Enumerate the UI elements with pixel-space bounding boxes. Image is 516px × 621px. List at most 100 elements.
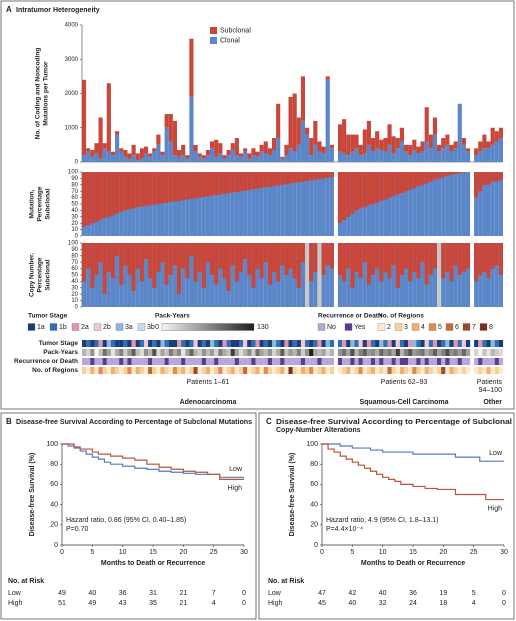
subclonal-share xyxy=(98,243,103,263)
track-cell xyxy=(176,349,182,356)
clonal-share xyxy=(420,243,425,307)
clonal-bar xyxy=(185,158,190,162)
track-cell xyxy=(457,340,462,347)
track-cell xyxy=(292,367,297,374)
clonal-share xyxy=(243,243,248,307)
subclonal-bar xyxy=(181,144,186,156)
track-cell xyxy=(453,349,458,356)
track-cell xyxy=(317,340,322,347)
track-cell xyxy=(168,349,173,356)
clonal-bar xyxy=(296,144,301,162)
survival-curve xyxy=(62,443,244,480)
track-cell xyxy=(445,340,450,347)
track-cell xyxy=(98,349,103,356)
track-cell xyxy=(172,358,178,365)
track-cell xyxy=(247,367,252,374)
track-cell xyxy=(280,340,285,347)
subclonal-share xyxy=(346,243,351,269)
clonal-share xyxy=(375,172,380,236)
track-cell xyxy=(395,367,400,374)
y-tick-label: 0 xyxy=(314,542,318,549)
track-cell xyxy=(284,349,289,356)
track-cell xyxy=(296,349,301,356)
y-tick-label: 90 xyxy=(71,176,78,182)
track-cell xyxy=(342,340,347,347)
subclonal-share xyxy=(321,172,326,179)
track-cell xyxy=(317,367,322,374)
risk-count: 24 xyxy=(409,600,417,607)
track-cell xyxy=(115,349,120,356)
subclonal-share xyxy=(98,172,103,220)
subclonal-share xyxy=(424,243,429,285)
track-cell xyxy=(152,340,157,347)
track-cell xyxy=(441,367,446,374)
missing-bar xyxy=(437,243,442,307)
legend-swatch xyxy=(394,323,403,331)
y-tick-label: 100 xyxy=(46,441,58,448)
risk-count: 49 xyxy=(58,590,66,597)
track-cell xyxy=(172,349,178,356)
subclonal-share xyxy=(218,243,223,269)
clonal-share xyxy=(255,243,260,307)
clonal-share xyxy=(482,172,487,236)
subclonal-bar xyxy=(408,144,413,156)
track-cell xyxy=(127,340,132,347)
track-cell xyxy=(131,358,136,365)
track-cell xyxy=(251,349,256,356)
track-cell xyxy=(197,349,202,356)
clonal-share xyxy=(255,172,260,236)
track-cell xyxy=(115,340,120,347)
subclonal-share xyxy=(370,243,376,275)
track-cell xyxy=(321,340,326,347)
track-cell xyxy=(399,367,405,374)
legend-title: No. of Regions xyxy=(378,313,424,320)
risk-count: 21 xyxy=(179,600,187,607)
clonal-share xyxy=(453,243,458,307)
clonal-bar xyxy=(428,148,433,162)
risk-count: 19 xyxy=(439,590,447,597)
subclonal-bar xyxy=(329,144,334,149)
subclonal-share xyxy=(395,172,400,195)
track-cell xyxy=(354,340,359,347)
track-cell xyxy=(437,367,442,374)
subclonal-share xyxy=(168,243,173,275)
track-cell xyxy=(342,358,347,365)
y-tick-label: 60 xyxy=(71,266,78,272)
subclonal-share xyxy=(350,243,355,288)
track-cell xyxy=(276,367,281,374)
subclonal-share xyxy=(280,172,285,185)
subclonal-share xyxy=(424,172,429,184)
missing-bar xyxy=(317,243,322,307)
track-cell xyxy=(176,340,182,347)
subclonal-share xyxy=(300,243,306,263)
clonal-bar xyxy=(214,156,219,162)
clonal-bar xyxy=(176,156,182,162)
track-cell xyxy=(370,367,376,374)
y-tick-label: 20 xyxy=(50,522,58,529)
track-cell xyxy=(441,340,446,347)
y-tick-label: 40 xyxy=(71,208,78,214)
subclonal-share xyxy=(181,243,186,269)
clonal-bar xyxy=(98,158,103,162)
subclonal-bar xyxy=(115,131,120,135)
subclonal-bar xyxy=(358,144,363,156)
track-cell xyxy=(280,349,285,356)
track-cell xyxy=(498,340,504,347)
subclonal-share xyxy=(135,243,140,269)
clonal-share xyxy=(391,243,396,307)
subclonal-share xyxy=(494,172,499,182)
y-tick-label: 80 xyxy=(71,182,78,188)
track-cell xyxy=(350,358,355,365)
track-cell xyxy=(82,349,87,356)
subclonal-share xyxy=(193,172,198,199)
y-tick-label: 50 xyxy=(71,273,78,279)
track-cell xyxy=(143,340,149,347)
clonal-bar xyxy=(292,151,297,162)
clonal-bar xyxy=(226,155,231,162)
track-cell xyxy=(160,349,165,356)
subclonal-share xyxy=(498,243,503,275)
clonal-share xyxy=(404,243,409,307)
y-tick-label: 20 xyxy=(310,522,318,529)
x-tick-label: 5 xyxy=(350,549,354,556)
legend-swatch xyxy=(411,323,420,331)
